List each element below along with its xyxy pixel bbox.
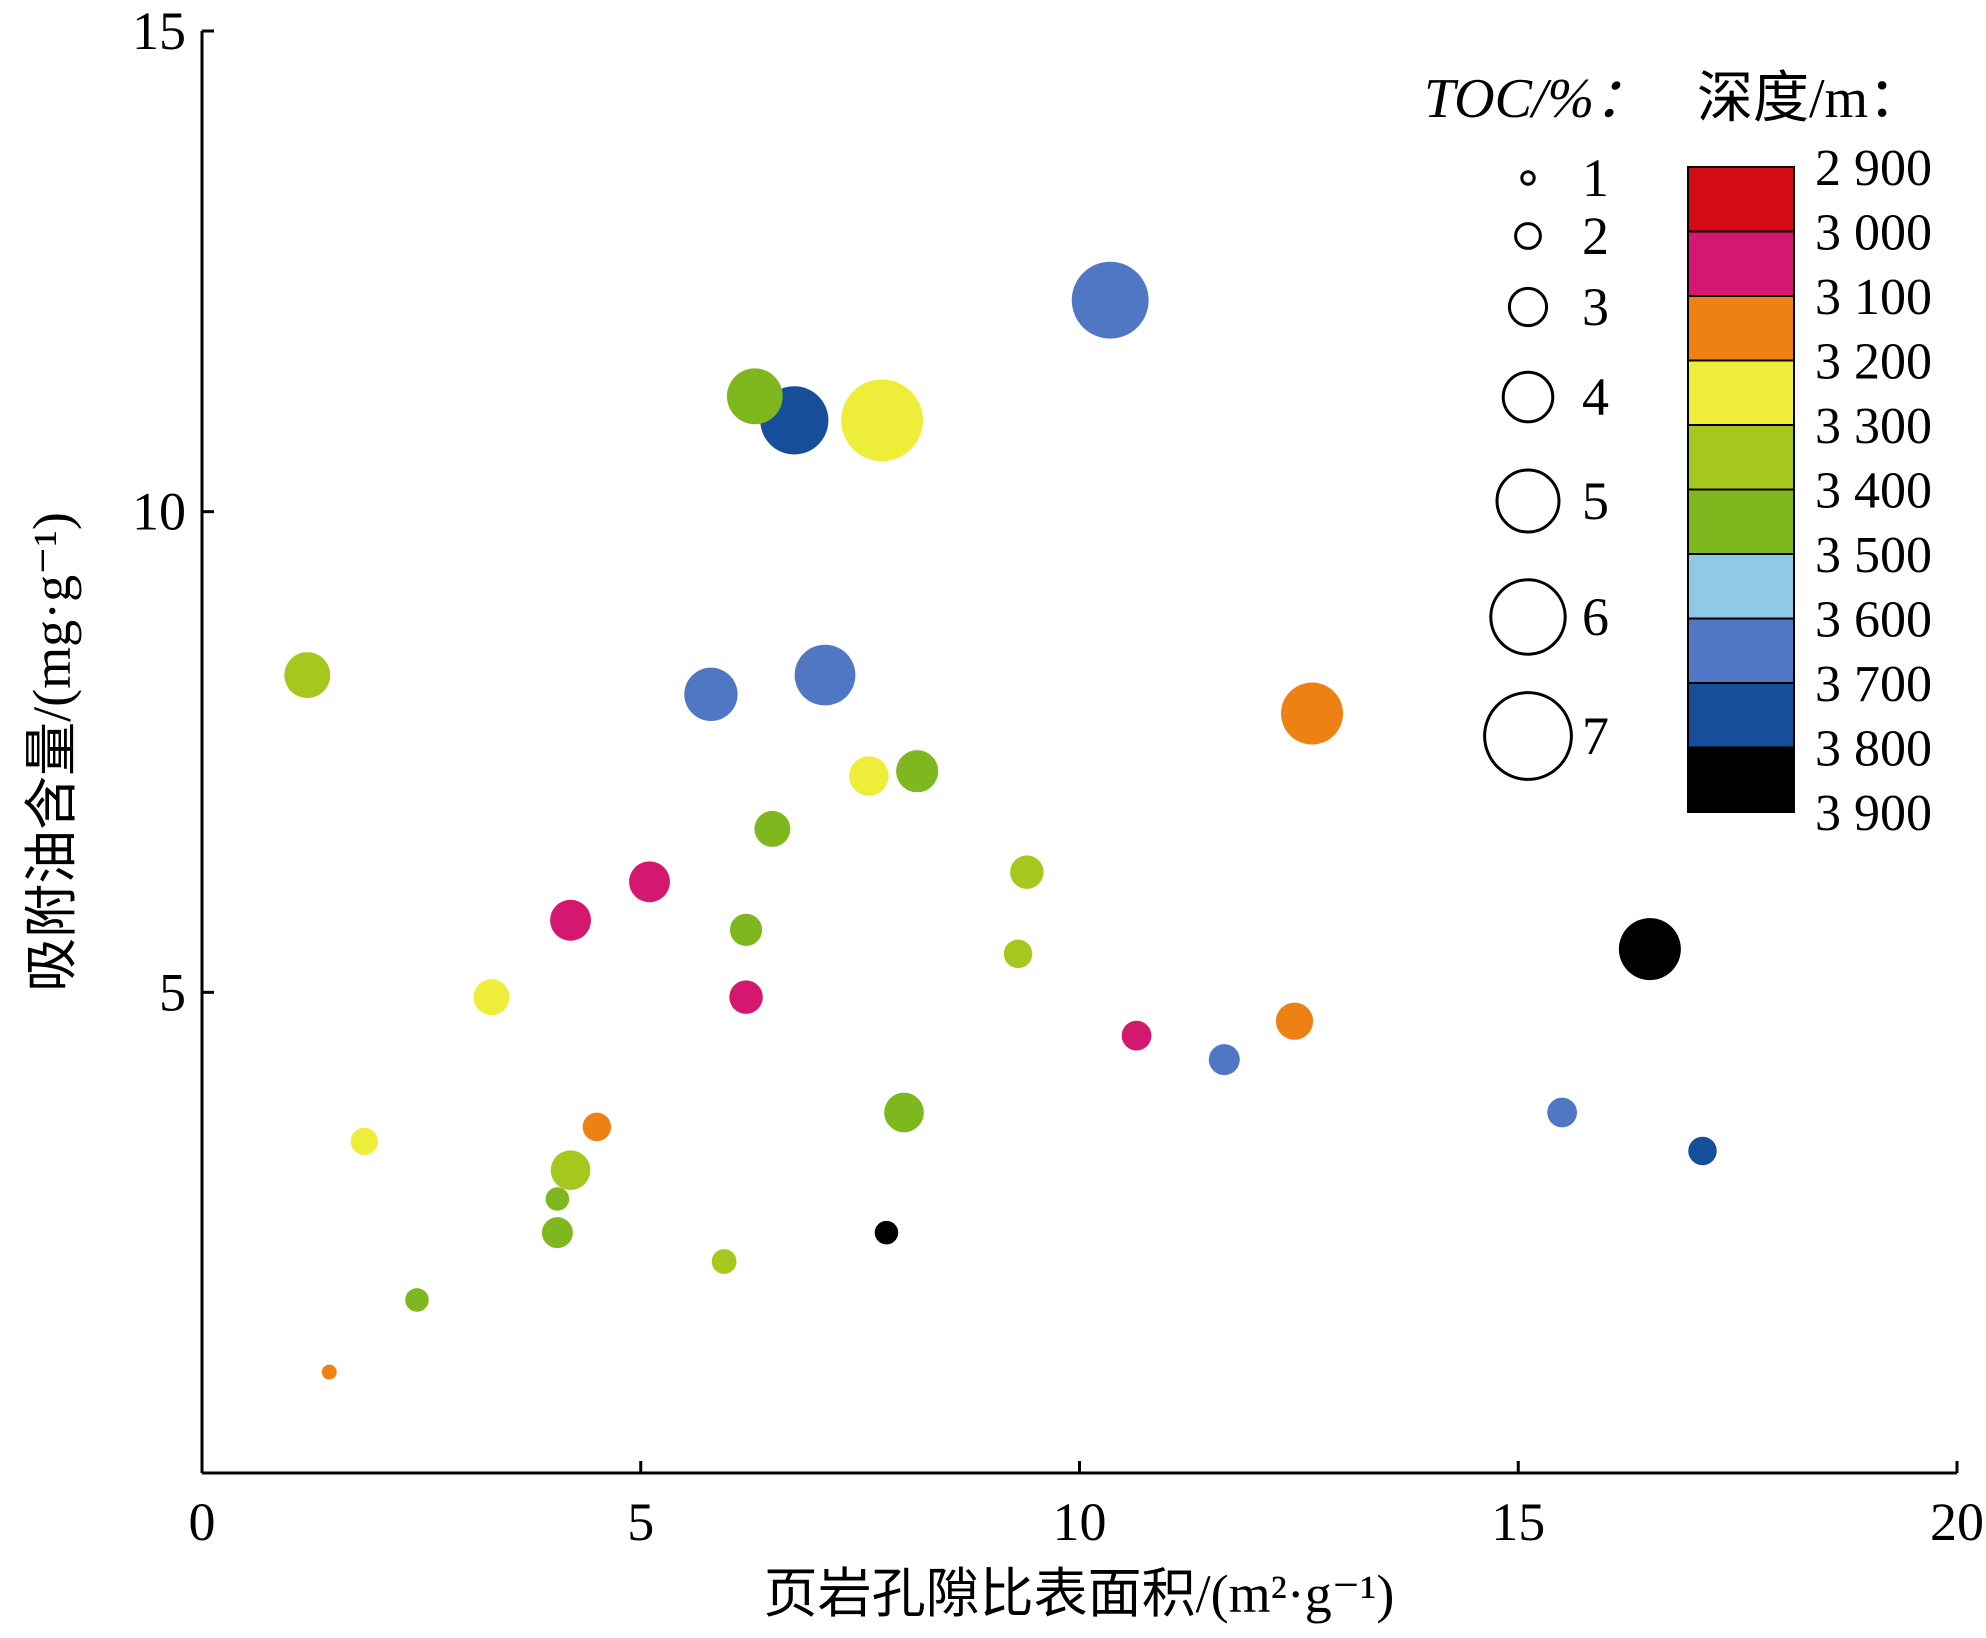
- size-legend-marker: [1514, 222, 1542, 250]
- color-legend-swatch: [1687, 166, 1795, 233]
- size-legend-marker: [1501, 370, 1555, 424]
- color-legend: 深度/m： 2 900 3 000 3 100 3 200 3 300 3 400 3 50…: [1687, 68, 1932, 842]
- data-point: [754, 810, 791, 847]
- data-point: [1547, 1097, 1578, 1128]
- color-legend-swatch: [1687, 424, 1795, 491]
- data-point: [1275, 1002, 1314, 1040]
- x-tick-label: 15: [1491, 1492, 1545, 1552]
- color-legend-swatch: [1687, 746, 1795, 813]
- size-legend-label: 1: [1582, 148, 1609, 208]
- data-point: [1281, 682, 1344, 745]
- data-point: [1003, 939, 1033, 969]
- color-legend-tick-label: 3 200: [1815, 334, 1932, 391]
- color-legend-tick-label: 3 800: [1815, 721, 1932, 778]
- color-legend-tick-label: 3 500: [1815, 527, 1932, 584]
- color-legend-tick-label: 3 100: [1815, 269, 1932, 326]
- data-point: [550, 899, 592, 941]
- x-tick-label: 5: [627, 1492, 654, 1552]
- size-legend-marker: [1495, 468, 1561, 534]
- data-point: [405, 1288, 429, 1312]
- color-legend-tick-label: 3 700: [1815, 656, 1932, 713]
- x-tick-label: 0: [189, 1492, 216, 1552]
- data-point: [729, 980, 763, 1014]
- data-point: [726, 368, 783, 425]
- color-legend-tick-label: 3 400: [1815, 463, 1932, 520]
- data-point: [582, 1112, 612, 1142]
- y-tick-label: 15: [132, 1, 186, 61]
- color-legend-swatch: [1687, 295, 1795, 362]
- data-point: [874, 1220, 899, 1245]
- color-legend-tick-label: 3 000: [1815, 205, 1932, 262]
- data-point: [849, 756, 889, 796]
- size-legend-marker: [1520, 170, 1536, 186]
- size-legend-label: 6: [1582, 587, 1609, 647]
- size-legend-label: 4: [1582, 367, 1609, 427]
- color-legend-swatch: [1687, 230, 1795, 297]
- data-point: [684, 667, 738, 721]
- data-point: [284, 652, 331, 699]
- color-legend-swatch: [1687, 488, 1795, 555]
- color-legend-tick-label: 3 600: [1815, 592, 1932, 649]
- data-point: [1208, 1044, 1240, 1076]
- data-point: [350, 1127, 378, 1155]
- size-legend-marker: [1507, 286, 1549, 328]
- data-point: [550, 1150, 591, 1191]
- size-legend-label: 5: [1582, 471, 1609, 531]
- data-point: [541, 1217, 573, 1249]
- data-point: [711, 1249, 737, 1274]
- size-legend-label: 3: [1582, 277, 1609, 337]
- data-point: [1121, 1020, 1152, 1051]
- data-point: [794, 644, 856, 706]
- y-tick-label: 5: [159, 962, 186, 1022]
- data-point: [629, 861, 670, 903]
- color-legend-swatch: [1687, 553, 1795, 620]
- data-points: [284, 261, 1717, 1380]
- data-point: [1010, 855, 1044, 889]
- data-point: [1688, 1136, 1717, 1166]
- size-legend-marker: [1483, 691, 1573, 781]
- size-legend-marker: [1489, 578, 1567, 656]
- color-legend-tick-label: 2 900: [1815, 140, 1932, 197]
- color-legend-title: 深度/m：: [1697, 68, 1924, 130]
- data-point: [545, 1187, 570, 1211]
- y-axis-label: 吸附油含量/(mg·g⁻¹): [22, 512, 82, 992]
- data-point: [729, 913, 763, 946]
- data-point: [1618, 918, 1681, 981]
- color-legend-tick-label: 3 300: [1815, 398, 1932, 455]
- x-tick-label: 10: [1053, 1492, 1107, 1552]
- color-legend-tick-label: 3 900: [1815, 785, 1932, 842]
- size-legend-label: 2: [1582, 206, 1609, 266]
- y-tick-label: 10: [132, 482, 186, 542]
- color-legend-swatch: [1687, 359, 1795, 426]
- size-legend-title: TOC/%：: [1424, 68, 1650, 130]
- data-point: [1071, 261, 1149, 339]
- data-point: [841, 379, 923, 462]
- data-point: [884, 1092, 924, 1133]
- data-point: [473, 979, 510, 1016]
- data-point: [896, 750, 939, 793]
- x-tick-label: 20: [1930, 1492, 1984, 1552]
- data-point: [321, 1364, 337, 1380]
- size-legend: TOC/%： 12 3 4 5 6 7: [1424, 68, 1650, 781]
- color-legend-swatch: [1687, 682, 1795, 749]
- size-legend-label: 7: [1582, 706, 1609, 766]
- x-axis-label: 页岩孔隙比表面积/(m²·g⁻¹): [764, 1564, 1395, 1624]
- color-legend-swatch: [1687, 617, 1795, 684]
